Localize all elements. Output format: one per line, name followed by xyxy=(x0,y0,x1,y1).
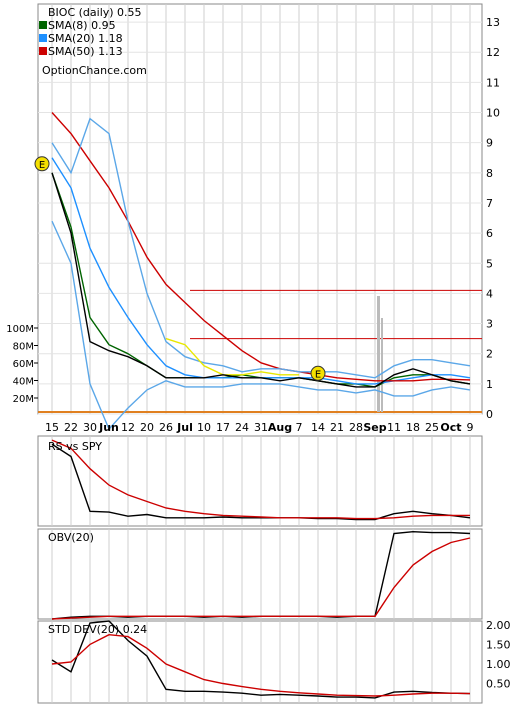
std-series-line xyxy=(51,633,471,697)
chart-title: BIOC (daily) 0.55 xyxy=(48,6,142,19)
y-tick-label: 9 xyxy=(486,137,493,150)
earnings-marker xyxy=(34,156,50,172)
volume-tick-label: 20M xyxy=(13,394,34,405)
x-tick-label: 30 xyxy=(83,421,97,434)
x-tick-label: 20 xyxy=(140,421,154,434)
price-series-line xyxy=(51,220,471,431)
std-y-tick-label: 1.50 xyxy=(486,638,511,651)
y-tick-label: 8 xyxy=(486,167,493,180)
legend-swatch-sma50 xyxy=(39,47,47,55)
volume-bar xyxy=(377,296,380,412)
y-tick-label: 1 xyxy=(486,378,493,391)
price-series-line xyxy=(165,337,299,376)
obv-legend: OBV(20) xyxy=(48,531,94,544)
x-tick-label: 26 xyxy=(159,421,173,434)
volume-tick-label: 40M xyxy=(13,377,34,388)
x-tick-label: 15 xyxy=(45,421,59,434)
legend-label-sma8: SMA(8) 0.95 xyxy=(48,19,116,32)
y-tick-label: 7 xyxy=(486,197,493,210)
x-tick-label: 28 xyxy=(349,421,363,434)
legend-swatch-sma20 xyxy=(39,34,47,42)
price-legend: BIOC (daily) 0.55 SMA(8) 0.95 SMA(20) 1.… xyxy=(39,6,147,77)
obv-panel-frame xyxy=(37,528,483,620)
x-tick-label: 18 xyxy=(406,421,420,434)
std-y-tick-label: 2.00 xyxy=(486,619,511,632)
y-tick-label: 3 xyxy=(486,318,493,331)
rs-series-line xyxy=(51,443,471,521)
y-tick-label: 6 xyxy=(486,227,493,240)
y-tick-label: 2 xyxy=(486,348,493,361)
price-series-line xyxy=(51,117,471,379)
x-tick-label: 7 xyxy=(296,421,303,434)
price-series-line xyxy=(51,172,471,388)
earnings-marker xyxy=(310,365,326,381)
x-tick-label: 12 xyxy=(121,421,135,434)
x-tick-label: 9 xyxy=(467,421,474,434)
x-tick-label: Oct xyxy=(440,421,461,434)
std-legend: STD DEV(20) 0.24 xyxy=(48,623,147,636)
rs-series-line xyxy=(51,439,470,520)
x-tick-label: 10 xyxy=(197,421,211,434)
x-tick-label: Jun xyxy=(98,421,119,434)
volume-tick-label: 60M xyxy=(13,359,34,370)
y-tick-label: 5 xyxy=(486,257,493,270)
x-tick-label: 17 xyxy=(216,421,230,434)
rs-legend: RS vs SPY xyxy=(48,440,102,453)
legend-swatch-sma8 xyxy=(39,21,47,29)
earnings-marker-label: E xyxy=(315,369,321,380)
x-tick-label: 24 xyxy=(235,421,249,434)
y-tick-label: 12 xyxy=(486,46,500,59)
x-tick-label: 31 xyxy=(254,421,268,434)
earnings-marker-label: E xyxy=(39,160,45,171)
legend-label-sma50: SMA(50) 1.13 xyxy=(48,45,123,58)
y-tick-label: 13 xyxy=(486,16,500,29)
x-tick-label: 25 xyxy=(425,421,439,434)
y-tick-label: 11 xyxy=(486,76,500,89)
std-y-tick-label: 0.50 xyxy=(486,677,511,690)
y-tick-label: 4 xyxy=(486,287,493,300)
price-series-line xyxy=(51,112,471,382)
watermark: OptionChance.com xyxy=(42,64,147,77)
std-panel-frame xyxy=(37,620,483,704)
volume-bar xyxy=(381,318,383,412)
volume-tick-label: 100M xyxy=(6,324,34,335)
x-tick-label: Aug xyxy=(268,421,292,434)
x-tick-label: Jul xyxy=(176,421,193,434)
x-tick-label: 11 xyxy=(387,421,401,434)
x-tick-label: 22 xyxy=(64,421,78,434)
obv-series-line xyxy=(51,537,471,620)
volume-tick-label: 80M xyxy=(13,342,34,353)
x-tick-label: Sep xyxy=(363,421,386,434)
std-series-line xyxy=(51,620,471,699)
y-tick-label: 0 xyxy=(486,408,493,421)
rs-panel-frame xyxy=(37,435,483,527)
std-y-tick-label: 1.00 xyxy=(486,658,511,671)
y-tick-label: 10 xyxy=(486,107,500,120)
x-tick-label: 21 xyxy=(330,421,344,434)
legend-label-sma20: SMA(20) 1.18 xyxy=(48,32,123,45)
x-tick-label: 14 xyxy=(311,421,325,434)
